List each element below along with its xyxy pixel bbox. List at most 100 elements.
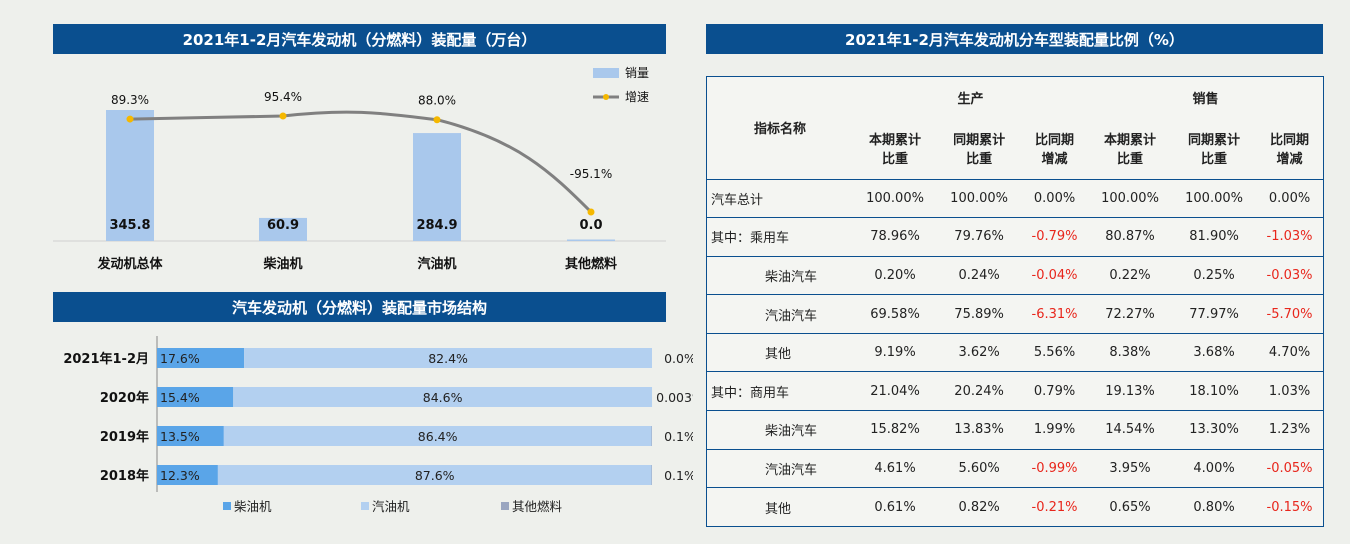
- segment-2-0: [157, 426, 224, 446]
- column-header-line: 比重: [966, 151, 993, 167]
- value-cell: 0.20%: [853, 256, 938, 296]
- value-cell: 1.99%: [1021, 410, 1088, 450]
- value-cell: 80.87%: [1087, 217, 1173, 257]
- row-name-cell: 汽油汽车: [707, 294, 853, 334]
- growth-value-label-3: -95.1%: [570, 167, 612, 181]
- bar-1: [259, 217, 307, 241]
- table-row: 其他 9.19% 3.62% 5.56% 8.38% 3.68% 4.70%: [707, 333, 1323, 373]
- table-title: 2021年1-2月汽车发动机分车型装配量比例（%）: [706, 24, 1323, 54]
- value-cell: 100.00%: [853, 179, 938, 219]
- column-header-line: 同期累计: [1188, 132, 1241, 148]
- table-row: 汽车总计 100.00% 100.00% 0.00% 100.00% 100.00% 0.0…: [707, 179, 1323, 219]
- segment-label-3-1: 87.6%: [415, 468, 455, 483]
- growth-marker-2: [433, 116, 441, 124]
- row-name-cell: 其中：商用车: [707, 371, 853, 412]
- value-cell: -0.03%: [1256, 256, 1323, 296]
- value-cell: 3.95%: [1087, 449, 1173, 489]
- table-row: 柴油汽车 15.82% 13.83% 1.99% 14.54% 13.30% 1.23%: [707, 410, 1323, 450]
- value-cell: 0.80%: [1193, 499, 1235, 515]
- value-cell: 0.82%: [958, 499, 1000, 515]
- legend-label-growth: 增速: [625, 90, 649, 104]
- legend-label-sales: 销量: [625, 66, 649, 80]
- growth-value-label-0: 89.3%: [111, 93, 149, 107]
- segment-3-0: [157, 465, 218, 485]
- value-cell: 5.60%: [937, 449, 1022, 489]
- value-cell: 0.22%: [1087, 256, 1173, 296]
- row-name-cell: 其中：乘用车: [707, 217, 853, 257]
- segment-1-1: [233, 387, 653, 407]
- value-cell: -0.21%: [1031, 499, 1078, 515]
- segment-label-0-2: 0.0%: [664, 351, 693, 366]
- category-label-2: 汽油机: [417, 256, 456, 272]
- value-cell: -6.31%: [1021, 294, 1088, 334]
- legend-label-0: 柴油机: [234, 499, 272, 514]
- bar-value-label-1: 60.9: [267, 218, 299, 233]
- value-cell: 0.79%: [1021, 371, 1088, 412]
- growth-marker-1: [279, 112, 287, 120]
- segment-label-3-2: 0.1%: [664, 468, 693, 483]
- value-cell: 100.00%: [1087, 179, 1173, 219]
- value-cell: 1.23%: [1256, 410, 1323, 450]
- segment-label-2-2: 0.1%: [664, 429, 693, 444]
- segment-label-3-0: 12.3%: [160, 468, 200, 483]
- value-cell: -0.05%: [1256, 449, 1323, 489]
- row-name-cell: 汽油汽车: [707, 449, 853, 489]
- bar-value-label-2: 284.9: [416, 218, 457, 233]
- legend-swatch-0: [223, 502, 231, 510]
- category-label-3: 其他燃料: [565, 256, 617, 272]
- table-row: 汽油汽车 69.58% 75.89% -6.31% 72.27% 77.97% -5.70%: [707, 294, 1323, 334]
- header-group-production: 生产: [957, 91, 984, 107]
- value-cell: 0.00%: [1256, 179, 1323, 219]
- column-header-line: 本期累计: [869, 132, 922, 148]
- table-row: 其中：商用车 21.04% 20.24% 0.79% 19.13% 18.10% 1.03%: [707, 371, 1323, 412]
- bar-chart-title: 2021年1-2月汽车发动机（分燃料）装配量（万台）: [53, 24, 666, 54]
- value-cell: -0.15%: [1266, 499, 1313, 515]
- engine-volume-chart: 345.8 发动机总体 60.9 柴油机 284.9 汽油机 0.0 其他燃料 89.3% 95.…: [53, 66, 666, 272]
- value-cell: 79.76%: [937, 217, 1022, 257]
- value-cell: 100.00%: [1172, 179, 1257, 219]
- value-cell: 19.13%: [1087, 371, 1173, 412]
- legend-label-2: 其他燃料: [512, 499, 563, 514]
- segment-label-1-1: 84.6%: [423, 390, 463, 405]
- value-cell: 3.68%: [1172, 333, 1257, 373]
- legend-swatch-sales: [593, 68, 619, 78]
- value-cell: 75.89%: [937, 294, 1022, 334]
- value-cell: 5.56%: [1021, 333, 1088, 373]
- row-label-2: 2019年: [100, 429, 149, 445]
- segment-label-1-2: 0.003%: [656, 390, 693, 405]
- row-name-cell: 柴油汽车: [707, 410, 853, 450]
- growth-value-label-2: 88.0%: [418, 94, 456, 108]
- value-cell: 81.90%: [1172, 217, 1257, 257]
- value-cell: 3.62%: [937, 333, 1022, 373]
- value-cell: 77.97%: [1172, 294, 1257, 334]
- value-cell: 4.61%: [853, 449, 938, 489]
- growth-line: [129, 110, 593, 214]
- value-cell: 18.10%: [1172, 371, 1257, 412]
- row-name-cell: 柴油汽车: [707, 256, 853, 296]
- value-cell: 13.83%: [937, 410, 1022, 450]
- row-label-1: 2020年: [100, 390, 149, 406]
- bar-value-label-3: 0.0: [579, 218, 602, 233]
- column-header-line: 增减: [1276, 151, 1303, 167]
- value-cell: 15.82%: [853, 410, 938, 450]
- value-cell: 72.27%: [1087, 294, 1173, 334]
- value-cell: 21.04%: [853, 371, 938, 412]
- value-cell: -0.79%: [1021, 217, 1088, 257]
- legend-marker-growth: [603, 94, 609, 100]
- segment-0-0: [157, 348, 245, 368]
- legend-swatch-2: [501, 502, 509, 510]
- column-header-4: 同期累计 比重: [1172, 117, 1257, 180]
- category-label-0: 发动机总体: [96, 256, 163, 272]
- table-row: 其他 0.61% 0.82% -0.21% 0.65% 0.80% -0.15%: [707, 488, 1323, 527]
- value-cell: 4.70%: [1256, 333, 1323, 373]
- table-row: 汽油汽车 4.61% 5.60% -0.99% 3.95% 4.00% -0.05%: [707, 449, 1323, 489]
- segment-label-1-0: 15.4%: [160, 390, 200, 405]
- value-cell: 100.00%: [937, 179, 1022, 219]
- value-cell: 9.19%: [853, 333, 938, 373]
- header-indicator-name: 指标名称: [707, 77, 853, 180]
- category-label-1: 柴油机: [262, 256, 302, 272]
- market-structure-title: 汽车发动机（分燃料）装配量市场结构: [53, 292, 666, 322]
- table-row: 柴油汽车 0.20% 0.24% -0.04% 0.22% 0.25% -0.03%: [707, 256, 1323, 296]
- legend-swatch-1: [361, 502, 369, 510]
- segment-1-0: [157, 387, 234, 407]
